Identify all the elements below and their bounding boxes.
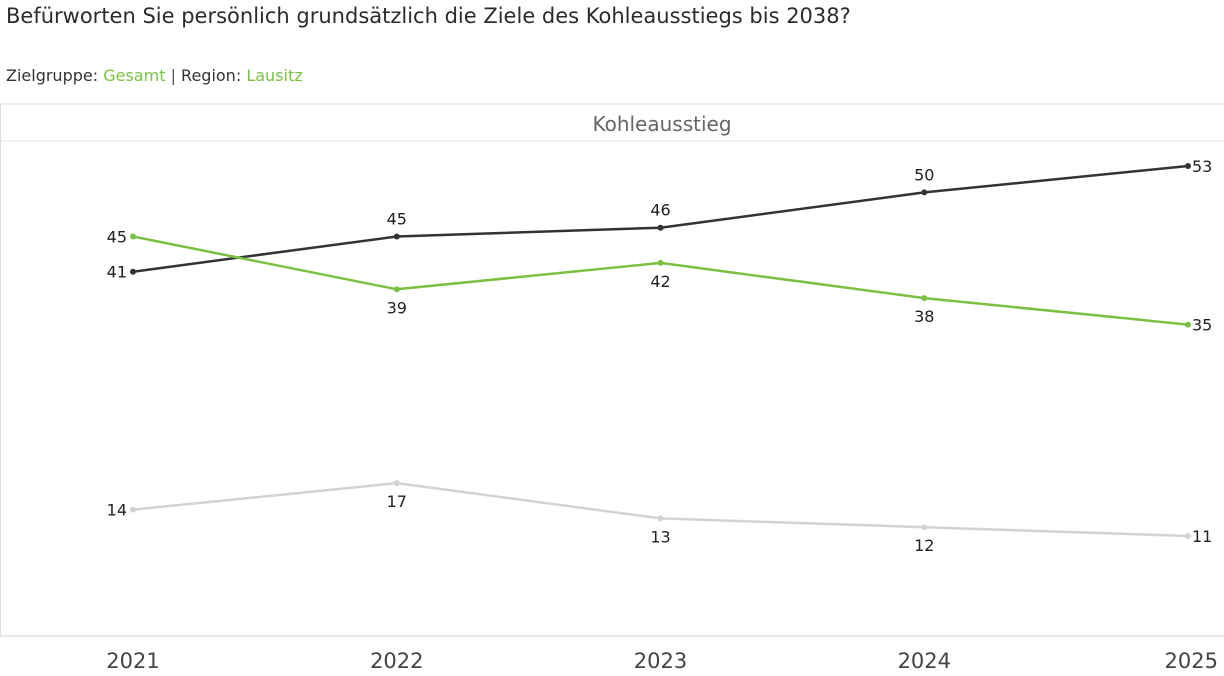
series-3: 14 17 13 12 11	[107, 480, 1212, 555]
series-1-point[interactable]	[1185, 163, 1191, 169]
data-label: 11	[1192, 527, 1212, 546]
series-2-point[interactable]	[1185, 321, 1191, 328]
data-label: 39	[387, 298, 407, 317]
filter-separator: |	[170, 66, 176, 85]
data-label: 14	[107, 501, 127, 520]
data-label: 45	[387, 210, 407, 229]
chart-question: Befürworten Sie persönlich grundsätzlich…	[6, 4, 851, 28]
x-tick-label: 2024	[898, 649, 951, 673]
filter-bar: Zielgruppe: Gesamt | Region: Lausitz	[6, 66, 303, 85]
data-label: 53	[1192, 157, 1212, 176]
series-3-point[interactable]	[1185, 533, 1191, 539]
data-label: 50	[914, 165, 934, 184]
filter-region-value[interactable]: Lausitz	[246, 66, 303, 85]
series-layer: 41 45 46 50 53 45 39 42 38 35 14 17 13 12 11	[107, 157, 1213, 555]
data-label: 45	[107, 228, 127, 247]
data-label: 35	[1192, 316, 1212, 335]
x-tick-label: 2021	[106, 649, 159, 673]
series-2-point[interactable]	[921, 295, 928, 302]
x-tick-layer: 2021 2022 2023 2024 2025	[106, 649, 1218, 673]
data-label: 46	[650, 201, 670, 220]
series-1-point[interactable]	[393, 233, 400, 240]
series-2-point[interactable]	[130, 233, 136, 240]
series-3-point[interactable]	[393, 480, 400, 487]
x-tick-label: 2022	[370, 649, 423, 673]
x-tick-label: 2025	[1165, 649, 1218, 673]
series-3-point[interactable]	[921, 524, 928, 531]
data-label: 38	[914, 307, 934, 326]
data-label: 13	[650, 527, 670, 546]
data-label: 42	[650, 272, 670, 291]
series-2-point[interactable]	[657, 259, 664, 266]
filter-group-value[interactable]: Gesamt	[103, 66, 166, 85]
series-3-point[interactable]	[657, 515, 664, 522]
series-1: 41 45 46 50 53	[107, 157, 1213, 282]
series-2: 45 39 42 38 35	[107, 228, 1213, 335]
series-3-point[interactable]	[130, 506, 136, 513]
chart-title: Kohleausstieg	[592, 112, 731, 136]
data-label: 12	[914, 536, 934, 555]
series-1-point[interactable]	[921, 189, 928, 196]
series-1-point[interactable]	[130, 268, 136, 275]
series-1-point[interactable]	[657, 224, 664, 231]
filter-region-label: Region:	[181, 66, 242, 85]
filter-group-label: Zielgruppe:	[6, 66, 99, 85]
data-label: 41	[107, 263, 127, 282]
data-label: 17	[387, 492, 407, 511]
x-tick-label: 2023	[634, 649, 687, 673]
series-2-point[interactable]	[393, 286, 400, 293]
